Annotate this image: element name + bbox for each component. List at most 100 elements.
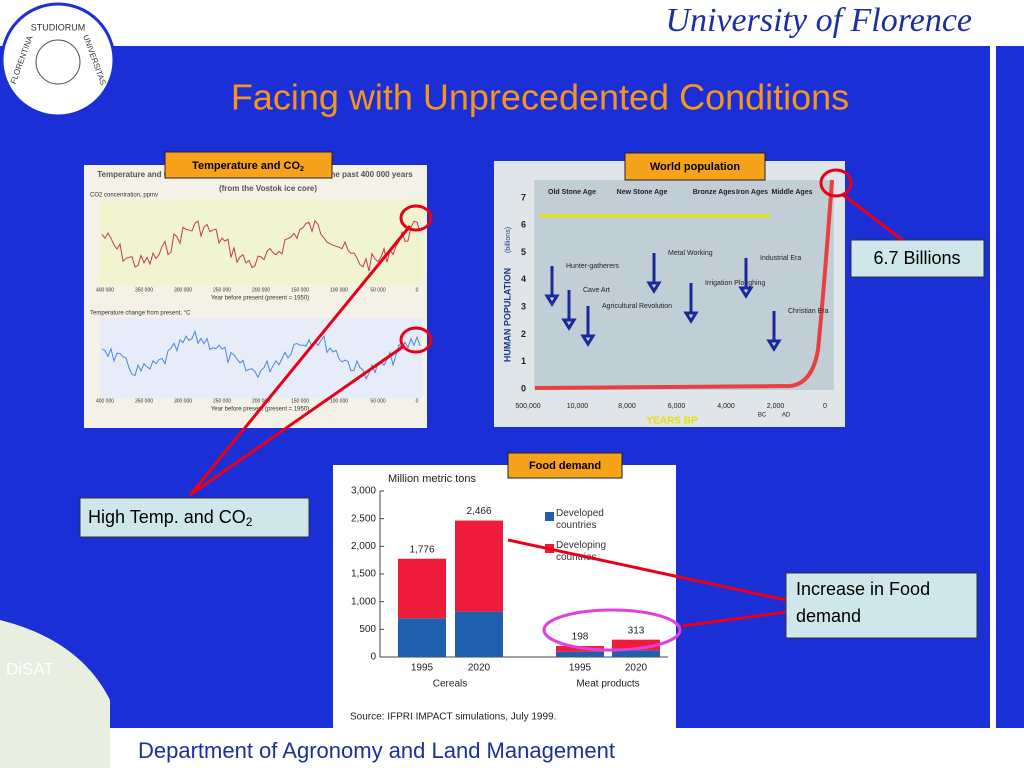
temp-panel (100, 318, 422, 398)
image-x-label: 50 000 (370, 398, 386, 404)
image-x-label: 400 000 (96, 287, 114, 293)
highlight-ellipse (542, 608, 682, 652)
image-y-label: 5 (521, 247, 526, 257)
event-label: Christian Era (788, 308, 829, 315)
arrow (188, 225, 412, 496)
callout: High Temp. and CO2 (88, 507, 253, 529)
era-label: Middle Ages (772, 189, 813, 196)
y-unit: (billions) (505, 227, 512, 253)
co2-panel (100, 200, 422, 285)
event-arrow (738, 258, 754, 299)
y-tick-label: 0 (370, 652, 376, 663)
slide-title: Facing with Unprecedented Conditions (231, 77, 849, 118)
arrow (841, 192, 906, 244)
panel-label: World population (650, 161, 741, 173)
image-x-label: 200 000 (252, 398, 270, 404)
bc-label: BC (758, 413, 767, 419)
callout-text: High Temp. and CO (88, 507, 246, 527)
image-caption: Year before present (present = 1950) (211, 296, 309, 302)
event-label: Irrigation Ploughing (705, 280, 765, 287)
image-x-label: 350 000 (135, 287, 153, 293)
y-tick-label: 1,000 (351, 596, 376, 607)
legend-label: Developed countries (556, 508, 604, 531)
image-x-label: 150 000 (291, 398, 309, 404)
map-backdrop (534, 180, 834, 390)
bar-segment (398, 558, 446, 619)
image-caption: Temperature change from present, °C (90, 311, 191, 317)
y-tick-label: 2,000 (351, 541, 376, 552)
image-y-label: 2 (521, 329, 526, 339)
event-label: Agricultural Revolution (602, 303, 672, 310)
highlights (188, 168, 906, 652)
panel-label: Temperature and CO2 (192, 160, 304, 173)
population-curve (534, 179, 834, 390)
y-tick-label: 500 (359, 624, 376, 635)
arrow (189, 344, 405, 497)
callout-subscript: 2 (246, 515, 253, 529)
callout-box (785, 572, 978, 639)
event-arrow (561, 290, 577, 331)
image-x-label: 100 000 (330, 398, 348, 404)
callout-box (850, 239, 985, 278)
image-x-label: 350 000 (135, 398, 153, 404)
university-seal (0, 2, 116, 118)
event-arrow (580, 306, 596, 347)
bottom-band (0, 728, 1024, 768)
x-tick-label: 2020 (625, 663, 648, 674)
university-name: University of Florence (665, 2, 972, 39)
seal-inner (35, 39, 81, 85)
image-x-label: 50 000 (370, 287, 386, 293)
era-label: Bronze Ages (693, 189, 736, 196)
y-axis-title: Million metric tons (388, 473, 477, 485)
bar-segment (556, 651, 604, 657)
event-label: Industrial Era (760, 255, 801, 262)
group-label: Cereals (433, 679, 467, 690)
image-y-label: 1 (521, 356, 526, 366)
x-tick-label: 1995 (411, 663, 434, 674)
image-x-label: 4,000 (717, 403, 735, 410)
source-note: Source: IFPRI IMPACT simulations, July 1… (350, 712, 556, 723)
era-label: Iron Ages (736, 189, 768, 196)
image-x-label: 150 000 (291, 287, 309, 293)
era-label: Old Stone Age (548, 189, 596, 196)
image-x-label: 300 000 (174, 398, 192, 404)
total-label: 198 (572, 632, 589, 643)
total-label: 2,466 (466, 506, 491, 517)
panel-label-box (624, 152, 766, 181)
legend-label: Developing countries (556, 540, 607, 563)
event-label: Metal Working (668, 250, 713, 257)
image-x-label: 10,000 (567, 403, 589, 410)
image-x-label: 0 (416, 287, 419, 293)
arrow (681, 610, 787, 628)
panel-label: Food demand (529, 460, 601, 472)
total-label: 1,776 (409, 544, 434, 555)
event-arrow (544, 266, 560, 307)
image-y-label: 0 (521, 383, 526, 393)
image-x-label: 400 000 (96, 398, 114, 404)
bar-segment (398, 618, 446, 657)
top-band (0, 0, 1024, 46)
image-x-label: 300 000 (174, 287, 192, 293)
seal-word: STUDIORUM (31, 22, 86, 32)
highlight-circle (399, 204, 433, 232)
image-x-label: 200 000 (252, 287, 270, 293)
temperature-image: Temperature and CO2 concentration in the… (84, 165, 427, 428)
image-x-label: 250 000 (213, 287, 231, 293)
bar-segment (455, 611, 503, 657)
label-text: Temperature and CO (192, 160, 300, 172)
food-chart: Million metric tons 0 500 1,000 1,500 2,000 2,… (351, 473, 668, 690)
event-arrow (646, 253, 662, 294)
unit-name: DiSAT (6, 659, 54, 678)
callout-wrap: Increase in Food demand (796, 579, 931, 626)
x-tick-label: 2020 (468, 663, 491, 674)
image-x-label: 6,000 (668, 403, 686, 410)
image-x-label: 0 (416, 398, 419, 404)
era-label: New Stone Age (617, 189, 668, 196)
arrow (507, 538, 787, 602)
image-caption: CO2 concentration, ppmv (90, 193, 158, 199)
callout: Increase in Food demand (796, 579, 931, 626)
image-y-label: 6 (521, 220, 526, 230)
image-x-label: 500,000 (515, 403, 540, 410)
event-arrow (766, 311, 782, 352)
